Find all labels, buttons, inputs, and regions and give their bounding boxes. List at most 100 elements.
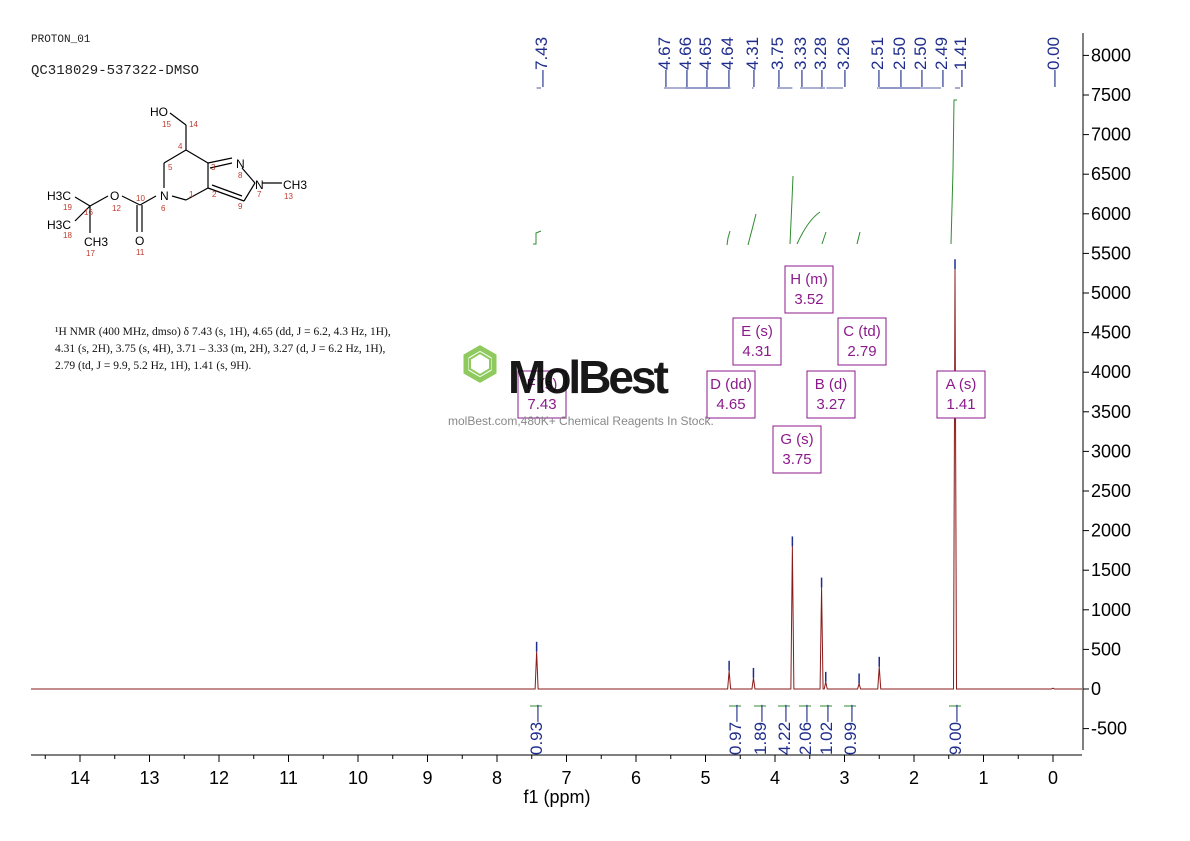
integral-value: 2.06— [796,705,815,755]
integral-curve [533,230,542,245]
atom-number: 2 [212,190,217,199]
y-tick-label: 5000 [1091,283,1131,303]
peak-label: —1.41 [951,37,970,87]
multiplet-box [806,370,856,419]
integral-curve [747,213,757,246]
integral-value: 0.97— [726,705,745,755]
integral-curve [726,230,731,246]
hydroxyl-label: HO [150,105,168,119]
atom-number: 12 [112,204,121,213]
integral-curve [789,175,794,245]
x-tick-label: 13 [139,768,159,788]
multiplet-box [772,425,822,474]
spectrum-trace [31,269,1082,690]
atom-number: 6 [161,204,166,213]
multiplet-label: H (m) [790,271,828,288]
y-tick-label: 8000 [1091,45,1131,65]
y-tick-label: 7000 [1091,125,1131,145]
peak-label: —0.00 [1044,37,1063,87]
multiplet-label: B (d) [815,376,848,393]
experiment-name: PROTON_01 [31,34,91,46]
x-tick-label: 14 [70,768,90,788]
methyl-18-label: H3C [47,218,71,232]
atom-number: 15 [162,120,171,129]
peak-label: —3.75 [768,37,787,87]
multiplet-box [784,265,834,314]
nitrogen-8-label: N [236,157,245,171]
x-tick-label: 4 [770,768,780,788]
x-tick-label: 10 [348,768,368,788]
y-tick-label: 500 [1091,639,1121,659]
watermark: MolBest molBest.com,480K+ Chemical Reage… [448,345,714,428]
x-axis-label: f1 (ppm) [523,787,590,807]
y-tick-label: 3000 [1091,441,1131,461]
y-tick-label: 1500 [1091,560,1131,580]
atom-number: 19 [63,203,72,212]
peak-label-layer: —7.43 —4.67 —4.66 —4.65 —4.64 —4.31 —3.75 —3.33… [532,37,1063,89]
structure-atoms: HO N N CH3 N O O H3C H3C CH3 [47,105,307,249]
nmr-line-3: 2.79 (td, J = 9.9, 5.2 Hz, 1H), 1.41 (s,… [55,360,251,372]
y-tick-label: 6500 [1091,164,1131,184]
peak-label: —7.43 [532,37,551,87]
atom-number: 18 [63,231,72,240]
atom-number: 7 [257,190,262,199]
x-tick-label: 12 [209,768,229,788]
multiplet-label: A (s) [946,376,977,393]
peak-label: —4.65 [696,37,715,87]
structure-atom-numbers: 15 14 4 5 3 8 7 13 6 1 2 9 12 10 16 19 1… [63,120,293,258]
atom-number: 13 [284,192,293,201]
atom-number: 9 [238,202,243,211]
peak-label: —4.31 [743,37,762,87]
atom-number: 1 [189,190,194,199]
x-tick-label: 8 [492,768,502,788]
atom-number: 10 [136,194,145,203]
multiplet-shift: 3.27 [816,396,845,413]
nmr-line-2: 4.31 (s, 2H), 3.75 (s, 4H), 3.71 – 3.33 … [55,343,385,355]
y-tick-label: 2000 [1091,521,1131,541]
nitrogen-6-label: N [160,189,169,203]
atom-number: 17 [86,249,95,258]
integral-value: 4.22— [775,705,794,755]
atom-number: 4 [178,142,183,151]
molbest-logo-icon [463,345,497,383]
x-tick-label: 7 [561,768,571,788]
peak-label: —2.50 [890,37,909,87]
multiplet-shift: 4.65 [716,396,745,413]
y-tick-label: 1000 [1091,600,1131,620]
spectrum-layer [31,259,1082,690]
integral-curve-layer [533,99,957,246]
atom-number: 5 [168,163,173,172]
y-tick-label: -500 [1091,719,1127,739]
x-tick-label: 11 [279,768,298,788]
x-tick-label: 5 [700,768,710,788]
multiplet-box [706,370,756,419]
multiplet-layer: F (s) 7.43 D (dd) 4.65 E (s) 4.31 H (m) 3.52 G (… [517,265,986,474]
multiplet-box [837,317,887,366]
integral-value: 0.93— [527,705,546,755]
integral-value: 1.89— [751,705,770,755]
integral-curve [821,231,827,245]
x-tick-label: 0 [1048,768,1058,788]
atom-number: 3 [211,163,216,172]
multiplet-label: D (dd) [710,376,752,393]
multiplet-shift: 2.79 [847,343,876,360]
integral-curve [796,211,821,245]
multiplet-label: G (s) [780,431,813,448]
multiplet-label: F (s) [527,376,558,393]
y-tick-label: 6000 [1091,204,1131,224]
peak-label: —2.49 [932,37,951,87]
multiplet-shift: 4.31 [742,343,771,360]
peak-label: —4.64 [718,37,737,87]
multiplet-shift: 3.75 [782,451,811,468]
x-tick-label: 9 [422,768,432,788]
y-tick-label: 4500 [1091,323,1131,343]
integral-label-layer: 0.93— 0.97— 1.89— 4.22— 2.06— 1.02— 0.99— 9.00— [527,705,965,755]
x-tick-label: 1 [978,768,988,788]
atom-number: 16 [84,208,93,217]
oxygen-11-label: O [135,234,144,248]
integral-value: 9.00— [946,705,965,755]
y-tick-label: 2500 [1091,481,1131,501]
